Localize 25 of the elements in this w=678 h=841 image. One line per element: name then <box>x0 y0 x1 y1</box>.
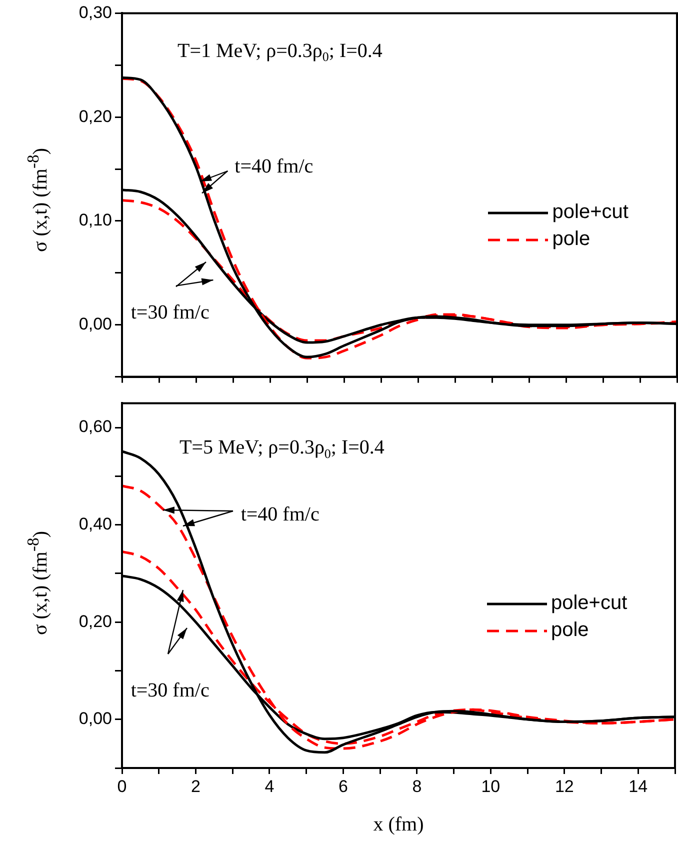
y-tick-label: 0,30 <box>78 2 112 22</box>
x-tick-label: 6 <box>338 776 348 796</box>
legend-label: pole <box>550 618 589 641</box>
y-tick-label: 0,20 <box>78 612 112 631</box>
x-tick-label: 14 <box>628 776 648 796</box>
x-tick-label: 12 <box>554 776 574 796</box>
x-tick-label: 10 <box>481 776 500 796</box>
legend-label: pole+cut <box>550 592 628 614</box>
annotation: t=30 fm/c <box>130 301 210 324</box>
y-tick-label: 0,40 <box>78 514 112 534</box>
x-tick-label: 0 <box>117 776 127 796</box>
x-tick-label: 2 <box>191 776 200 796</box>
annotation: t=30 fm/c <box>130 680 210 702</box>
legend-label: pole <box>552 228 590 250</box>
annotation: t=40 fm/c <box>240 504 320 526</box>
x-tick-label: 8 <box>412 776 422 796</box>
y-tick-label: 0,00 <box>78 314 112 334</box>
y-tick-label: 0,00 <box>78 709 112 728</box>
y-tick-label: 0,20 <box>78 106 112 126</box>
legend-label: pole+cut <box>552 201 628 224</box>
y-tick-label: 0,60 <box>78 417 112 436</box>
x-axis-title: x (fm) <box>373 813 424 836</box>
annotation: t=40 fm/c <box>234 155 314 178</box>
x-tick-label: 4 <box>264 776 274 796</box>
y-tick-label: 0,10 <box>78 210 112 230</box>
